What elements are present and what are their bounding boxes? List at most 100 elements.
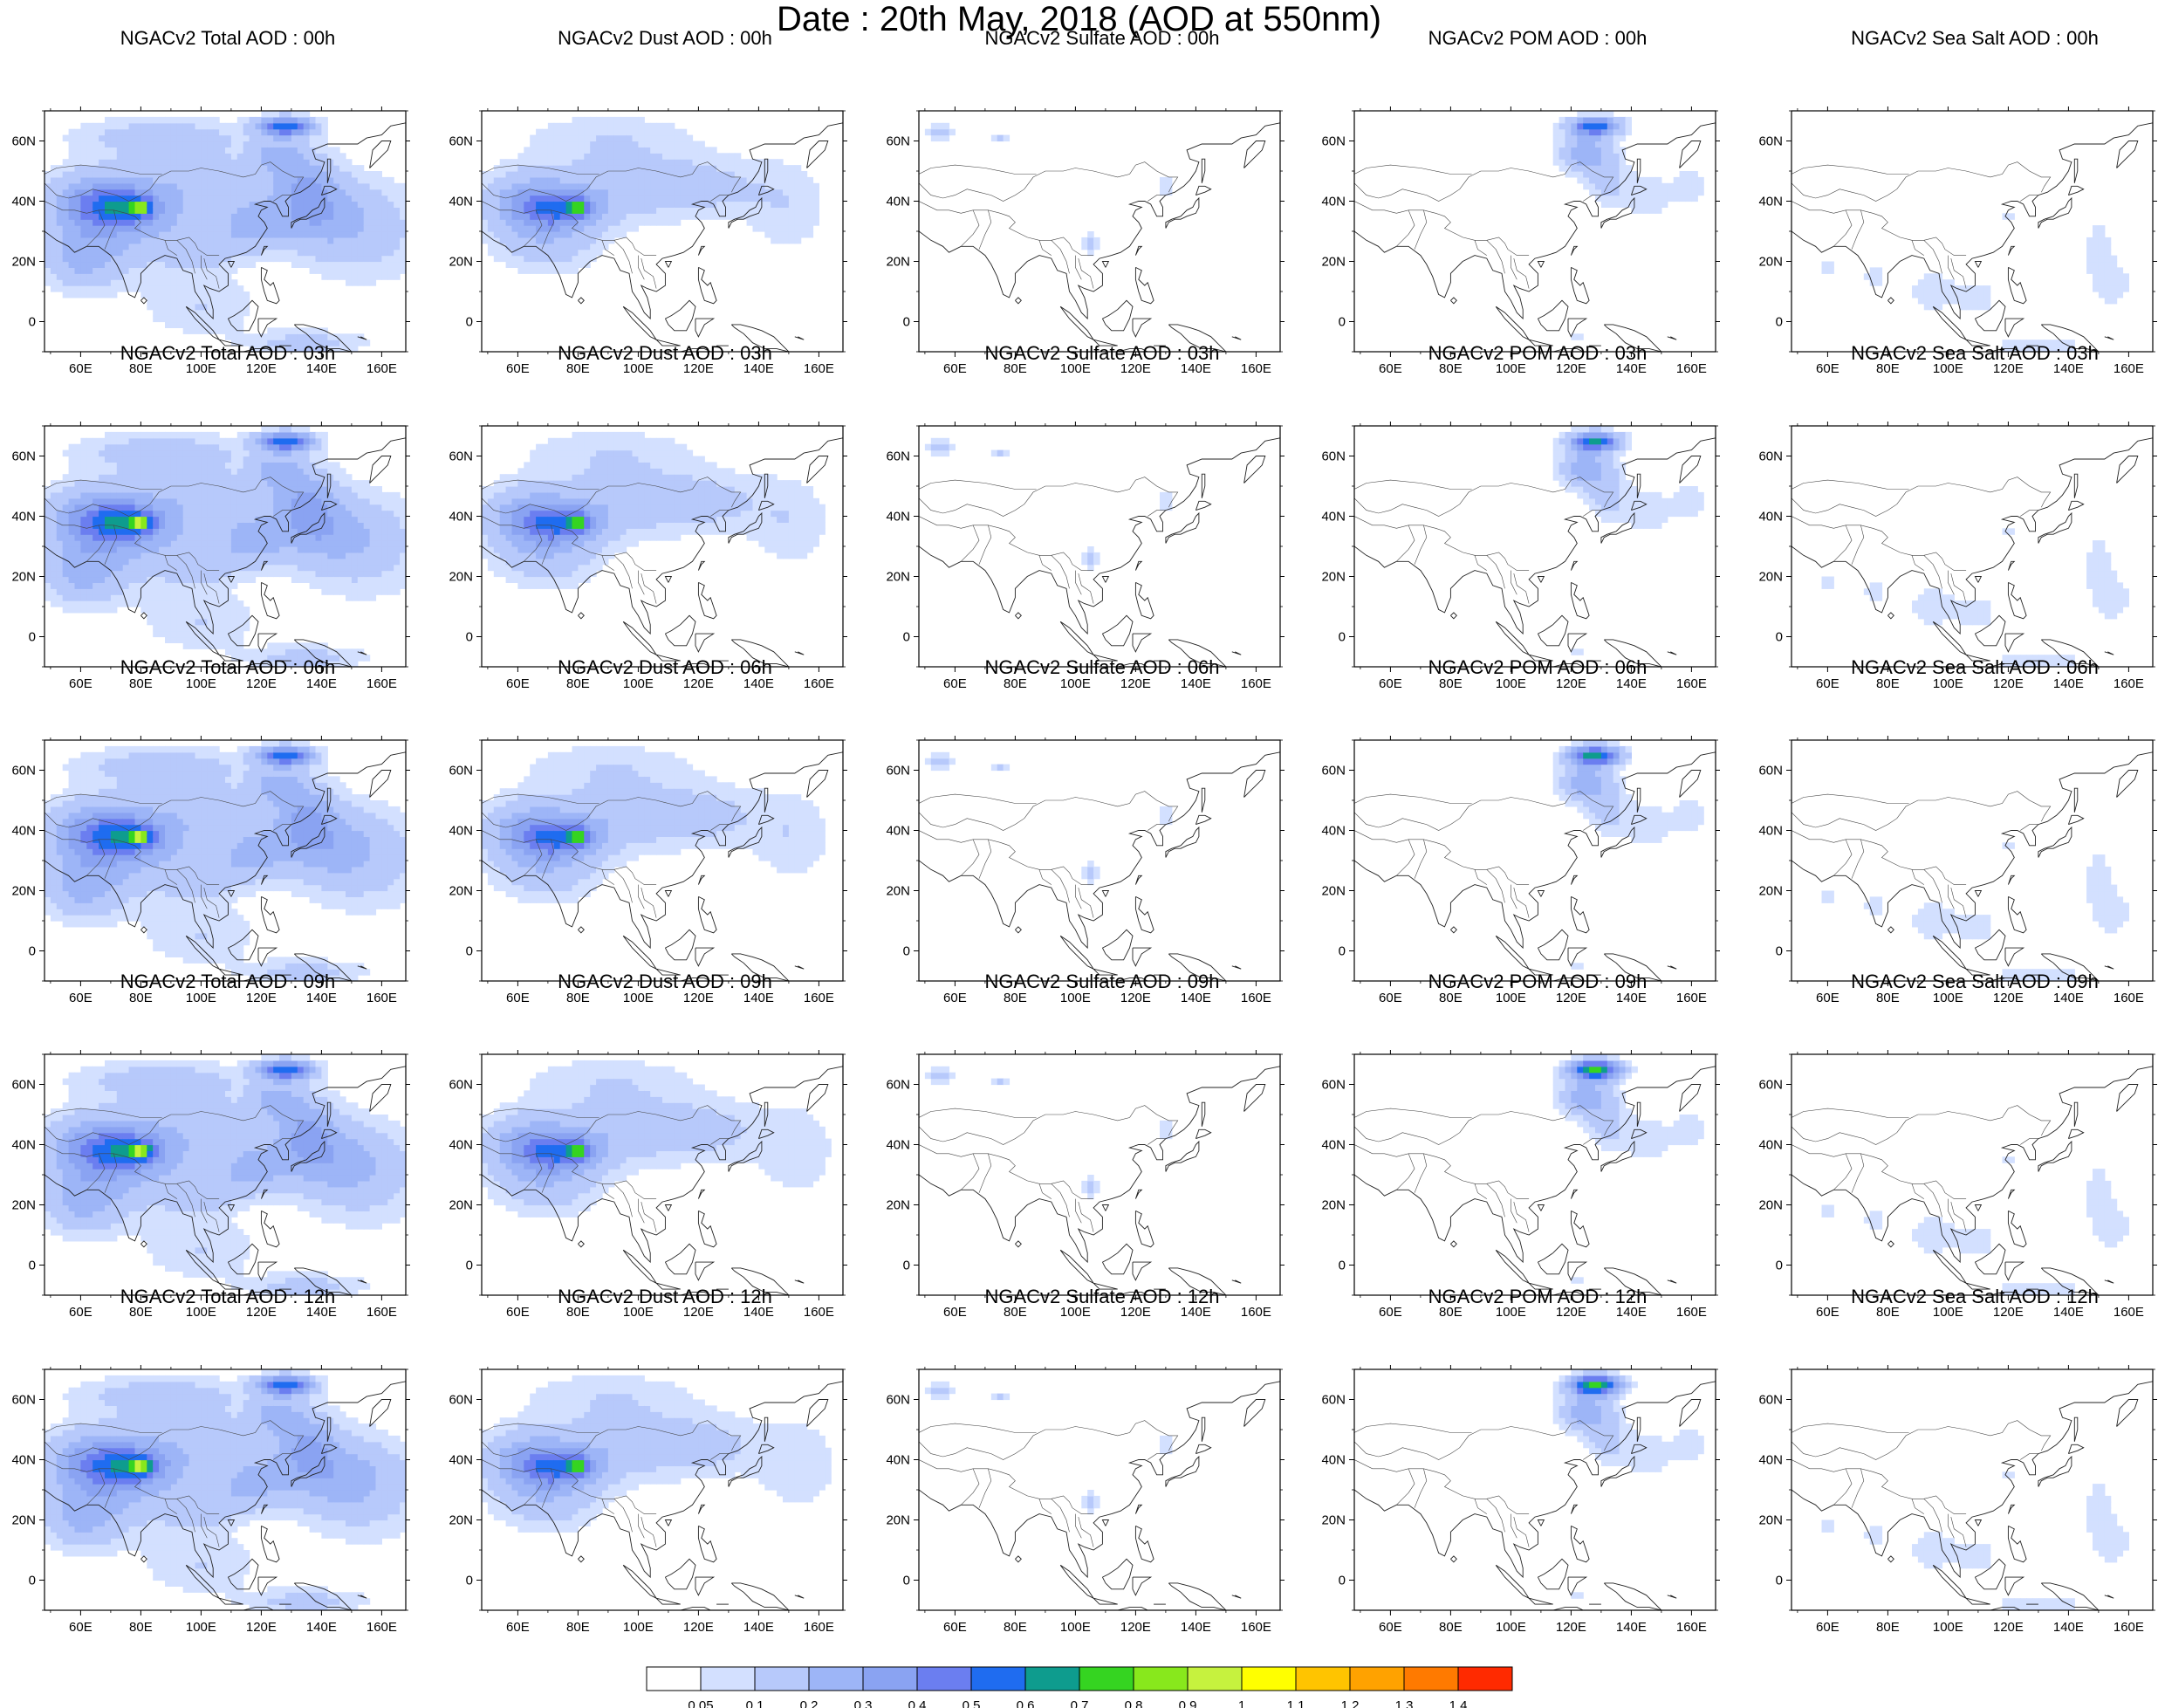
x-tick-label: 160E [1676, 676, 1707, 691]
x-tick-label: 140E [743, 1305, 774, 1320]
panel-title: NGACv2 Dust AOD : 06h [558, 656, 772, 678]
country-borders [45, 791, 305, 918]
x-tick-label: 140E [1181, 676, 1211, 691]
y-tick-label: 0 [1776, 1574, 1783, 1588]
y-tick-label: 0 [1776, 1259, 1783, 1273]
map-frame [1353, 1053, 1716, 1296]
colorbar-label: 0.6 [1017, 1698, 1035, 1708]
x-tick-label: 140E [306, 1620, 337, 1635]
panel-title: NGACv2 Sulfate AOD : 12h [984, 1286, 1220, 1307]
x-tick-label: 120E [683, 676, 714, 691]
x-tick-label: 100E [1060, 676, 1091, 691]
y-tick-label: 20N [886, 1198, 910, 1213]
map-frame [918, 1053, 1281, 1296]
aod-field [45, 740, 406, 981]
country-borders [482, 1105, 742, 1232]
x-tick-label: 140E [1616, 676, 1647, 691]
x-tick-label: 100E [623, 1620, 654, 1635]
x-tick-label: 80E [1876, 1620, 1900, 1635]
map-plot: 60E 80E 100E 120E 140E 160E 0 20N 40N 60N [1758, 1365, 2157, 1635]
x-tick-label: 80E [129, 1305, 153, 1320]
x-tick-label: 120E [1556, 676, 1586, 691]
y-tick-label: 40N [11, 824, 36, 839]
x-tick-label: 60E [69, 676, 92, 691]
x-tick-label: 120E [1993, 991, 2024, 1005]
y-tick-label: 20N [11, 884, 36, 899]
country-borders [919, 791, 1179, 918]
x-tick-label: 120E [246, 991, 277, 1005]
y-tick-label: 20N [1321, 1513, 1346, 1528]
colorbar-swatch [1079, 1666, 1134, 1691]
colorbar-swatch [1187, 1666, 1243, 1691]
y-tick-label: 40N [1758, 195, 1783, 209]
y-tick-label: 40N [449, 1138, 473, 1153]
x-tick-label: 120E [246, 1305, 277, 1320]
map-frame [1353, 739, 1716, 982]
x-tick-label: 160E [2113, 1620, 2144, 1635]
y-tick-label: 40N [1321, 1138, 1346, 1153]
country-borders [482, 791, 742, 918]
x-tick-label: 80E [566, 1620, 590, 1635]
x-tick-label: 100E [186, 1620, 216, 1635]
colorbar-label: 0.3 [854, 1698, 873, 1708]
x-tick-label: 100E [186, 361, 216, 376]
map-plot: 60E 80E 100E 120E 140E 160E 0 20N 40N 60N [886, 106, 1285, 376]
map-plot: 60E 80E 100E 120E 140E 160E 0 20N 40N 60N [886, 736, 1285, 1005]
map-plot: 60E 80E 100E 120E 140E 160E 0 20N 40N 60N [1758, 1050, 2157, 1320]
map-plot: 60E 80E 100E 120E 140E 160E 0 20N 40N 60N [11, 1050, 410, 1320]
y-tick-label: 40N [1758, 1138, 1783, 1153]
y-tick-label: 20N [1758, 1198, 1783, 1213]
y-tick-label: 40N [449, 824, 473, 839]
x-tick-label: 60E [1379, 361, 1402, 376]
x-tick-label: 120E [1120, 1305, 1151, 1320]
colorbar-swatch [970, 1666, 1026, 1691]
y-tick-label: 20N [449, 884, 473, 899]
panel-title: NGACv2 POM AOD : 03h [1428, 342, 1648, 364]
x-tick-label: 160E [1241, 1305, 1271, 1320]
x-tick-label: 100E [186, 1305, 216, 1320]
x-tick-label: 160E [1241, 676, 1271, 691]
y-tick-label: 60N [886, 1078, 910, 1093]
colorbar-label: 1.1 [1287, 1698, 1305, 1708]
y-tick-label: 60N [886, 134, 910, 149]
x-tick-label: 80E [1004, 1620, 1027, 1635]
x-tick-label: 60E [69, 1305, 92, 1320]
x-tick-label: 60E [69, 1620, 92, 1635]
y-tick-label: 20N [449, 570, 473, 585]
coastlines [1791, 122, 2153, 352]
x-tick-label: 120E [1993, 361, 2024, 376]
colorbar-swatch [1241, 1666, 1297, 1691]
x-tick-label: 120E [683, 361, 714, 376]
colorbar-label: 0.2 [800, 1698, 819, 1708]
x-tick-label: 120E [1120, 676, 1151, 691]
coastlines [1791, 1066, 2153, 1295]
colorbar-swatch [1024, 1666, 1080, 1691]
colorbar-swatch [1295, 1666, 1351, 1691]
x-tick-label: 160E [2113, 1305, 2144, 1320]
y-tick-label: 20N [1758, 255, 1783, 270]
y-tick-label: 0 [1776, 315, 1783, 330]
x-tick-label: 60E [1816, 676, 1839, 691]
colorbar-swatch [1403, 1666, 1459, 1691]
panel-title: NGACv2 Sulfate AOD : 03h [984, 342, 1220, 364]
y-tick-label: 60N [1758, 134, 1783, 149]
y-tick-label: 0 [1776, 944, 1783, 959]
map-frame [918, 425, 1281, 668]
colorbar-label: 0.8 [1125, 1698, 1143, 1708]
y-tick-label: 60N [11, 764, 36, 779]
colorbar-swatch [1349, 1666, 1405, 1691]
x-tick-label: 60E [943, 991, 967, 1005]
colorbar-swatch [916, 1666, 972, 1691]
map-plot: 60E 80E 100E 120E 140E 160E 0 20N 40N 60N [1321, 736, 1720, 1005]
x-tick-label: 60E [506, 361, 530, 376]
aod-field [482, 431, 826, 589]
x-tick-label: 160E [1241, 1620, 1271, 1635]
map-plot: 60E 80E 100E 120E 140E 160E 0 20N 40N 60N [1321, 422, 1720, 691]
y-tick-label: 0 [1776, 630, 1783, 645]
x-tick-label: 60E [1816, 1620, 1839, 1635]
x-tick-label: 100E [1496, 991, 1526, 1005]
coastlines [1354, 1066, 1716, 1295]
y-tick-label: 60N [886, 1393, 910, 1408]
aod-field [1552, 111, 1704, 340]
x-tick-label: 80E [1876, 676, 1900, 691]
